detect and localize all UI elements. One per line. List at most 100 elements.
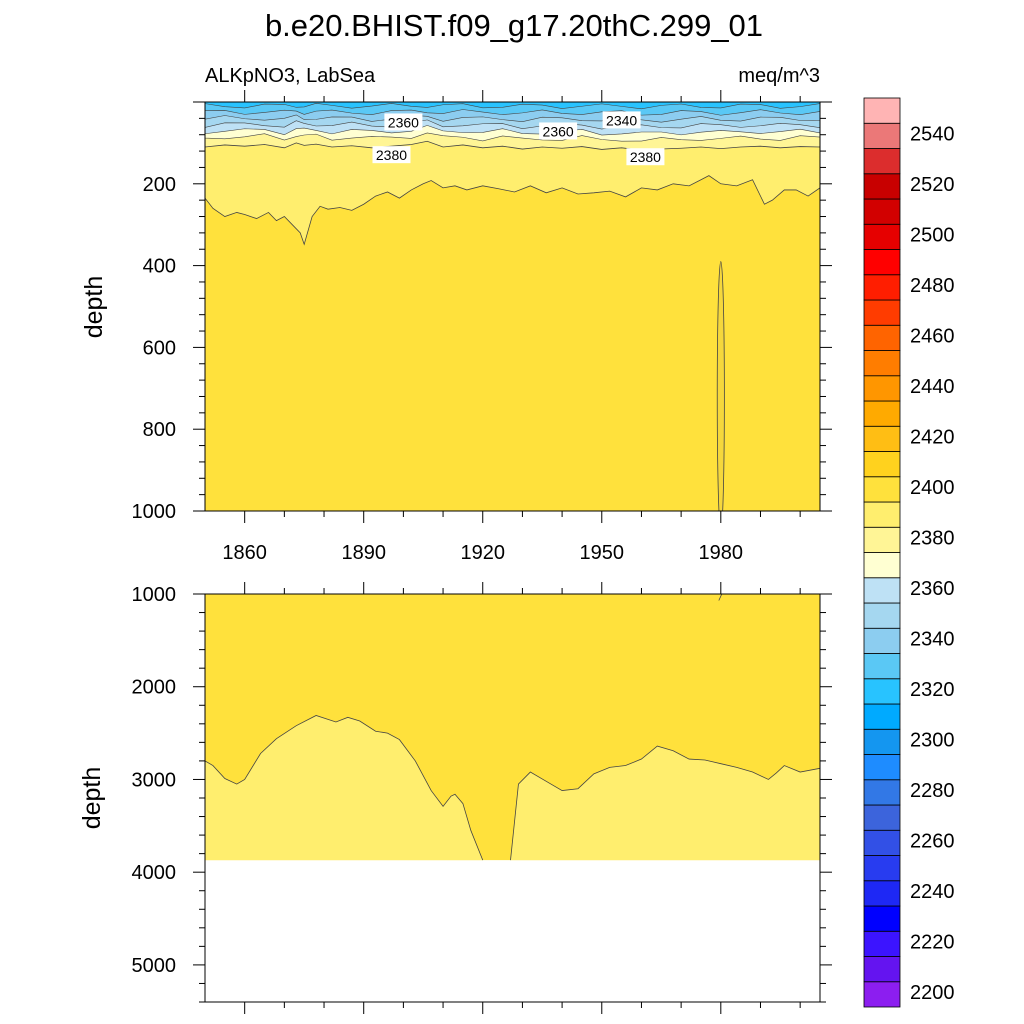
contour-label: 2360 [388, 114, 419, 130]
contour-label-box [626, 148, 665, 166]
colorbar-label: 2460 [910, 326, 955, 348]
x-tick-label: 1980 [699, 542, 744, 564]
colorbar-label: 2340 [910, 629, 955, 651]
colorbar-label: 2500 [910, 225, 955, 247]
upper-plot-area: 2360 2360 2340 2380 2380 [205, 102, 820, 511]
contour-label: 2360 [543, 123, 574, 139]
colorbar-swatch [863, 627, 901, 654]
y-tick-label: 600 [143, 337, 176, 359]
colorbar-label: 2400 [910, 477, 955, 499]
colorbar-swatch [863, 299, 901, 326]
y-tick-label: 400 [143, 256, 176, 278]
contour-2400-anomaly [716, 261, 725, 511]
contour-2390-left [205, 715, 484, 861]
colorbar-label: 2260 [910, 831, 955, 853]
colorbar-swatch [863, 425, 901, 452]
contour-2390-right [510, 745, 820, 861]
contour-label-box [602, 111, 641, 129]
colorbar-label: 2320 [910, 679, 955, 701]
lower-plot-area [205, 594, 820, 861]
colorbar-label: 2240 [910, 881, 955, 903]
colorbar-swatch [863, 930, 901, 957]
contour-label: 2380 [376, 147, 407, 163]
colorbar-swatch [863, 905, 901, 932]
colorbar-swatch [863, 400, 901, 427]
colorbar-swatch [863, 552, 901, 579]
colorbar-label: 2300 [910, 730, 955, 752]
colorbar-swatch [863, 173, 901, 200]
x-tick-label: 1920 [460, 542, 505, 564]
colorbar-label: 2420 [910, 427, 955, 449]
colorbar-swatch [863, 829, 901, 856]
colorbar-swatch [863, 678, 901, 705]
colorbar-swatch [863, 728, 901, 755]
y-axis-label-upper: depth [80, 276, 108, 339]
colorbar-label: 2520 [910, 174, 955, 196]
colorbar-swatch [863, 880, 901, 907]
fill-2320 [205, 102, 820, 110]
units-label: meq/m^3 [738, 65, 820, 87]
colorbar-label: 2440 [910, 376, 955, 398]
colorbar-swatch [863, 148, 901, 175]
colorbar-swatch [863, 526, 901, 553]
y-tick-label: 3000 [132, 769, 177, 791]
colorbar-swatch [863, 274, 901, 301]
colorbar-swatch [863, 577, 901, 604]
colorbar-swatch [863, 981, 901, 1008]
x-tick-label: 1950 [580, 542, 625, 564]
colorbar-swatch [863, 804, 901, 831]
colorbar-swatch [863, 223, 901, 250]
colorbar-label: 2480 [910, 275, 955, 297]
contour-label-box [372, 146, 411, 164]
colorbar-swatch [863, 97, 901, 124]
colorbar-swatch [863, 198, 901, 225]
colorbar-swatch [863, 476, 901, 503]
contour-2380 [205, 140, 820, 151]
y-tick-label: 800 [143, 419, 176, 441]
lower-panel: 1000 2000 3000 4000 5000 [132, 582, 832, 1014]
y-axis-label-lower: depth [78, 767, 106, 830]
contour-label-box [384, 113, 423, 131]
colorbar-swatch [863, 375, 901, 402]
x-tick-label: 1860 [222, 542, 267, 564]
colorbar-label: 2540 [910, 124, 955, 146]
fill-2390-right [510, 746, 820, 861]
colorbar-swatch [863, 703, 901, 730]
colorbar-swatch [863, 249, 901, 276]
y-tick-label: 2000 [132, 677, 177, 699]
contour-label: 2340 [606, 112, 637, 128]
variable-label: ALKpNO3, LabSea [205, 65, 376, 87]
y-tick-label: 1000 [132, 584, 177, 606]
colorbar-swatch [863, 653, 901, 680]
upper-panel: 2360 2360 2340 2380 2380 200 400 600 800 1000 1860… [132, 90, 832, 564]
colorbar-swatch [863, 956, 901, 983]
fill-2390-left [205, 715, 483, 861]
colorbar-label: 2220 [910, 932, 955, 954]
contour-2400-tail [718, 594, 723, 601]
colorbar-label: 2380 [910, 528, 955, 550]
x-tick-label: 1890 [341, 542, 386, 564]
colorbar-label: 2200 [910, 982, 955, 1004]
colorbar-swatch [863, 501, 901, 528]
colorbar-swatch [863, 754, 901, 781]
y-tick-label: 1000 [132, 501, 177, 523]
contour-2390 [205, 175, 820, 246]
y-tick-label: 5000 [132, 955, 177, 977]
colorbar: 2200 2220 2240 2260 2280 2300 2320 2340 2360 2380… [863, 97, 955, 1008]
colorbar-swatch [863, 855, 901, 882]
y-tick-label: 4000 [132, 862, 177, 884]
colorbar-swatch [863, 451, 901, 478]
colorbar-swatch [863, 324, 901, 351]
chart-title: b.e20.BHIST.f09_g17.20thC.299_01 [265, 8, 763, 43]
colorbar-swatch [863, 779, 901, 806]
colorbar-label: 2360 [910, 578, 955, 600]
colorbar-swatch [863, 122, 901, 149]
y-tick-label: 200 [143, 174, 176, 196]
contour-label: 2380 [630, 149, 661, 165]
upper-frame [204, 101, 821, 512]
colorbar-swatch [863, 350, 901, 377]
contour-label-box [539, 122, 578, 140]
colorbar-swatch [863, 602, 901, 629]
colorbar-label: 2280 [910, 780, 955, 802]
